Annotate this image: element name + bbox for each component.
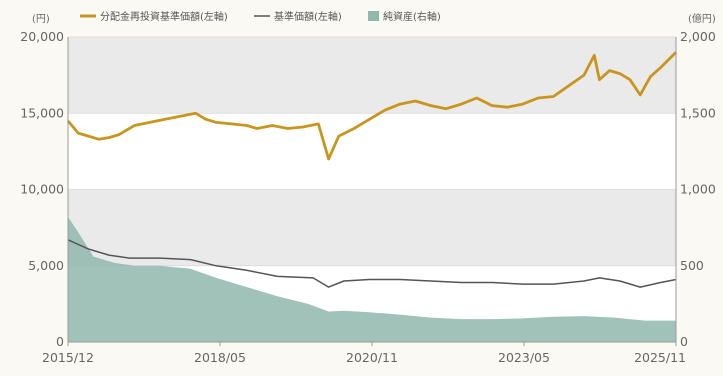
grid-band xyxy=(68,37,676,114)
lines-layer xyxy=(66,51,677,288)
axes-layer: 20,000 15,000 10,000 5,000 0 2,000 1,500 1,000 5… xyxy=(20,29,716,365)
y-right-tick-label: 2,000 xyxy=(680,29,716,44)
legend-label: 純資産(右軸) xyxy=(383,10,441,23)
grid-band xyxy=(68,113,676,190)
y-right-tick-label: 1,500 xyxy=(680,105,716,120)
x-tick-label: 2025/11 xyxy=(634,350,686,365)
y-left-tick-label: 5,000 xyxy=(28,258,64,273)
y-left-tick-label: 0 xyxy=(56,334,64,349)
legend-swatch-net-assets xyxy=(368,11,379,21)
reinvested-nav-line xyxy=(66,51,677,161)
legend-label: 基準価額(左軸) xyxy=(274,10,342,23)
grid-band xyxy=(68,189,676,266)
y-left-unit: (円) xyxy=(32,14,50,25)
y-left-tick-label: 10,000 xyxy=(20,182,64,197)
y-right-unit: (億円) xyxy=(688,12,716,25)
y-right-tick-label: 0 xyxy=(680,334,688,349)
y-right-tick-label: 500 xyxy=(680,258,704,273)
x-tick-label: 2015/12 xyxy=(42,350,94,365)
legend: 分配金再投資基準価額(左軸) 基準価額(左軸) 純資産(右軸) xyxy=(80,10,441,23)
x-tick-label: 2018/05 xyxy=(194,350,246,365)
net-assets-layer xyxy=(68,216,676,342)
legend-label: 分配金再投資基準価額(左軸) xyxy=(100,10,228,23)
y-right-tick-label: 1,000 xyxy=(680,182,716,197)
y-left-tick-label: 20,000 xyxy=(20,29,64,44)
net-assets-area xyxy=(68,216,676,342)
y-left-tick-label: 15,000 xyxy=(20,105,64,120)
nav-line xyxy=(67,239,677,288)
x-tick-label: 2020/11 xyxy=(346,350,398,365)
x-tick-label: 2023/05 xyxy=(498,350,550,365)
